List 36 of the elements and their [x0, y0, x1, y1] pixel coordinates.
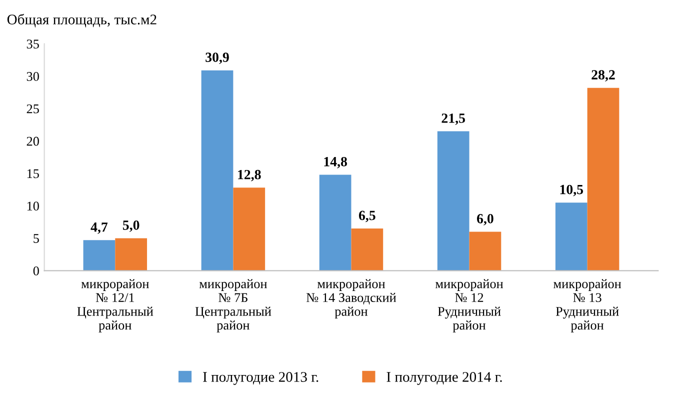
data-label: 21,5 — [442, 114, 465, 125]
legend-label: I полугодие 2014 г. — [386, 372, 502, 385]
y-tick-label: 15 — [27, 169, 39, 178]
x-tick-label: микрорайон № 12 Рудничный район — [435, 279, 504, 332]
bar — [469, 232, 502, 271]
bar — [83, 240, 116, 271]
chart-title: Общая площадь, тыс.м2 — [7, 14, 156, 28]
data-label: 10,5 — [560, 184, 584, 196]
y-tick-label: 35 — [26, 40, 39, 48]
y-tick-label: 0 — [33, 266, 39, 276]
legend-label: I полугодие 2013 г. — [203, 372, 318, 385]
y-tick-label: 5 — [34, 234, 39, 243]
data-label: 30,9 — [206, 52, 229, 64]
y-tick-label: 30 — [26, 72, 39, 81]
bar — [233, 188, 266, 271]
bar — [555, 202, 588, 271]
bar — [587, 88, 620, 271]
data-label: 6,0 — [477, 214, 494, 226]
data-label: 12,8 — [238, 170, 261, 182]
bar — [319, 174, 352, 271]
x-tick-label: микрорайон № 13 Рудничный район — [554, 279, 622, 332]
data-label: 6,5 — [358, 210, 376, 222]
y-tick-label: 25 — [26, 104, 39, 114]
y-tick-label: 10 — [27, 202, 39, 211]
x-tick-label: микрорайон № 12/1 Центральный район — [77, 279, 154, 332]
data-label: 4,7 — [90, 222, 108, 234]
bar — [201, 70, 234, 271]
x-tick-label: микрорайон № 14 Заводский район — [306, 279, 396, 319]
bar — [437, 131, 470, 271]
y-tick-label: 20 — [26, 136, 39, 146]
data-label: 28,2 — [592, 70, 615, 82]
x-tick-label: микрорайон № 7Б Центральный район — [195, 279, 272, 332]
bar — [115, 238, 148, 271]
data-label: 14,8 — [324, 156, 347, 168]
data-label: 5,0 — [122, 220, 140, 232]
bar — [351, 228, 384, 271]
